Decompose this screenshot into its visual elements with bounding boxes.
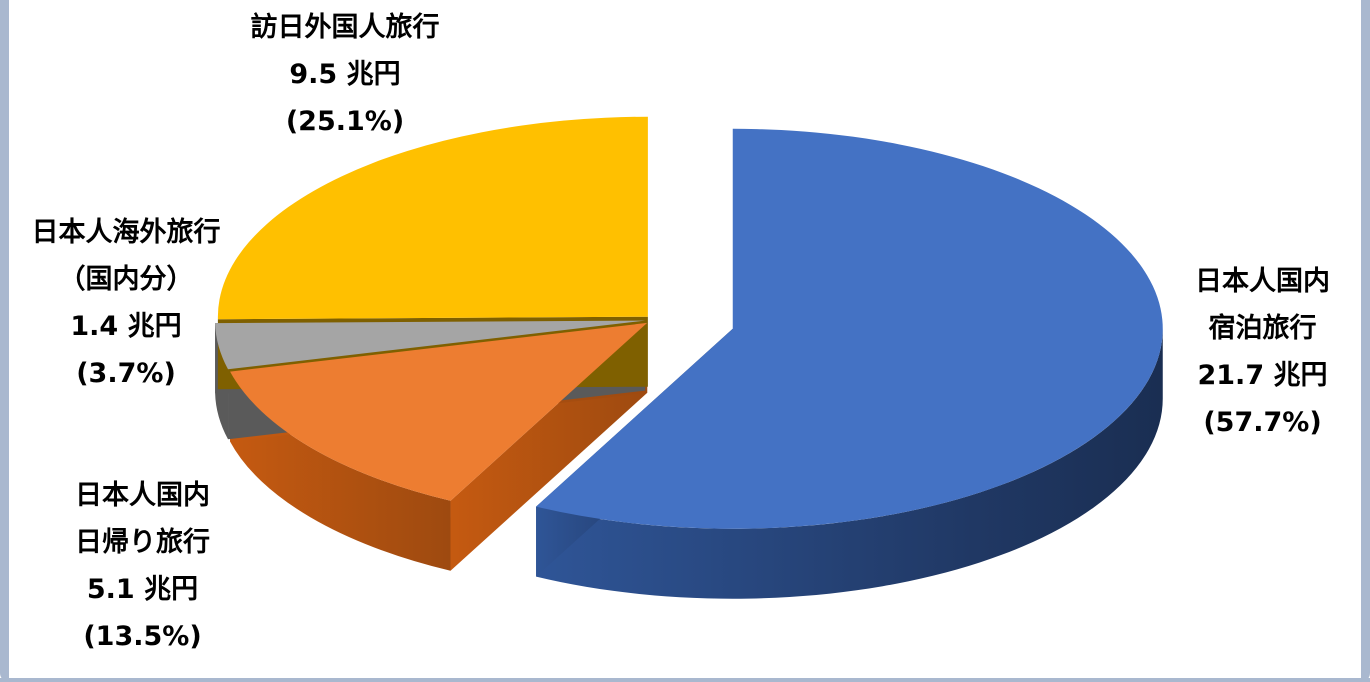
label-domestic-daytrip-value: 5.1 兆円 [86, 574, 199, 605]
frame-border-bottom [0, 678, 1370, 682]
frame-border-left [0, 0, 9, 682]
pie-slice-domestic-overnight [536, 128, 1163, 529]
label-domestic-overnight: 日本人国内 宿泊旅行 21.7 兆円 (57.7%) [1180, 258, 1345, 446]
label-outbound-domestic-name-2: （国内分） [58, 264, 194, 295]
label-domestic-daytrip: 日本人国内 日帰り旅行 5.1 兆円 (13.5%) [50, 472, 235, 660]
label-domestic-overnight-percent: (57.7%) [1203, 407, 1322, 438]
label-outbound-domestic: 日本人海外旅行 （国内分） 1.4 兆円 (3.7%) [6, 209, 246, 397]
pie-slice-outbound-domestic [215, 320, 646, 370]
pie-side-domestic-daytrip-0 [230, 371, 451, 571]
label-domestic-overnight-value: 21.7 兆円 [1197, 360, 1328, 391]
label-domestic-daytrip-percent: (13.5%) [83, 621, 202, 652]
label-inbound-value: 9.5 兆円 [289, 59, 401, 90]
label-domestic-daytrip-name-1: 日本人国内 [75, 480, 210, 511]
label-inbound-percent: (25.1%) [285, 106, 405, 137]
label-domestic-overnight-name-2: 宿泊旅行 [1208, 313, 1317, 344]
label-domestic-overnight-name-1: 日本人国内 [1195, 266, 1330, 297]
pie-slice-domestic-daytrip [230, 322, 648, 501]
pie-side-domestic-overnight-0 [536, 328, 1163, 599]
label-outbound-domestic-value: 1.4 兆円 [70, 311, 182, 342]
pie-slice-inbound [217, 116, 648, 320]
frame-border-right [1361, 0, 1370, 682]
label-outbound-domestic-percent: (3.7%) [76, 358, 176, 389]
label-outbound-domestic-name-1: 日本人海外旅行 [31, 217, 221, 248]
label-inbound-name-1: 訪日外国人旅行 [250, 12, 440, 43]
label-inbound: 訪日外国人旅行 9.5 兆円 (25.1%) [210, 4, 480, 145]
label-domestic-daytrip-name-2: 日帰り旅行 [75, 527, 210, 558]
